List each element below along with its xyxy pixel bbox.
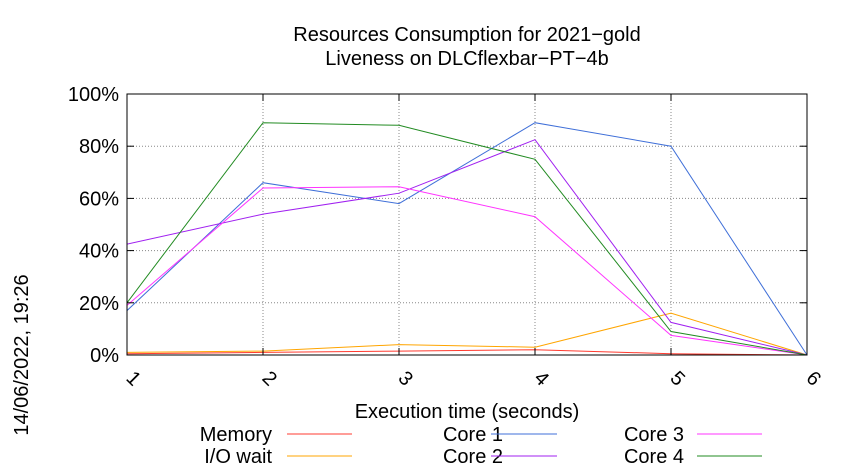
y-tick-label: 20% [79, 293, 119, 315]
series-line-memory [126, 349, 808, 356]
series-line-core-3 [126, 186, 808, 356]
chart-title-line-1: Resources Consumption for 2021−gold [293, 24, 640, 46]
chart-title-line-2: Liveness on DLCflexbar−PT−4b [325, 48, 609, 70]
y-axis-ticks: 0% 20% 40% 60% 80% 100% [68, 84, 807, 367]
series-line-core-2 [126, 139, 808, 356]
legend-label: Core 3 [624, 424, 684, 446]
legend-label: Core 1 [443, 424, 503, 446]
x-tick-label: 3 [394, 367, 417, 390]
y-tick-label: 100% [68, 84, 119, 106]
y-tick-label: 80% [79, 136, 119, 158]
legend-label: Core 4 [624, 446, 684, 468]
series-line-core-1 [126, 122, 808, 356]
y-tick-label: 0% [90, 345, 119, 367]
timestamp-label: 14/06/2022, 19:26 [11, 274, 33, 435]
x-tick-label: 5 [666, 367, 689, 390]
legend-label: Core 2 [443, 446, 503, 468]
x-axis-label: Execution time (seconds) [355, 401, 580, 423]
legend-label: Memory [200, 424, 272, 446]
y-tick-label: 60% [79, 188, 119, 210]
series-line-i-o-wait [126, 312, 808, 356]
plot-frame [126, 93, 808, 356]
x-tick-label: 1 [122, 367, 145, 390]
series-layer [126, 122, 808, 356]
x-tick-label: 2 [258, 367, 281, 390]
series-line-core-4 [126, 122, 808, 356]
x-tick-label: 4 [530, 367, 553, 390]
legend-label: I/O wait [204, 446, 272, 468]
grid-lines [127, 94, 807, 355]
x-tick-label: 6 [802, 367, 825, 390]
y-tick-label: 40% [79, 241, 119, 263]
